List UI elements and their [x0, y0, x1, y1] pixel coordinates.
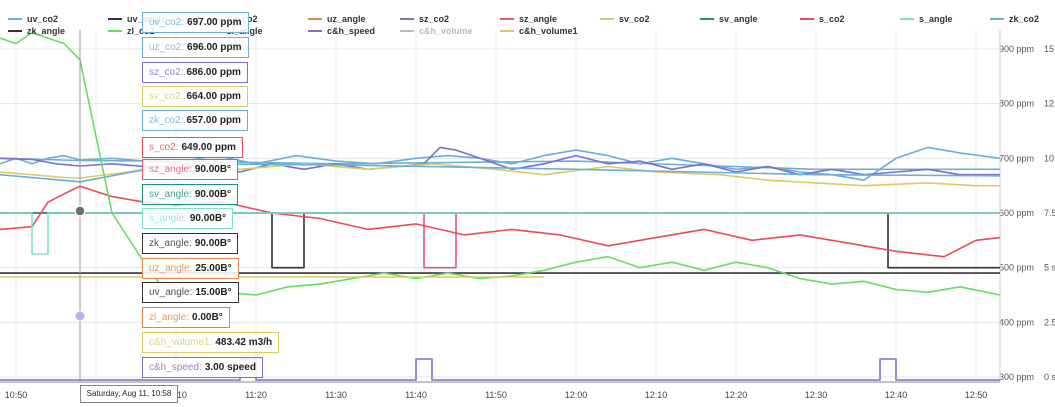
tooltip-series-name: s_co2:: [149, 142, 179, 153]
y-tick-label: 900 ppm: [999, 44, 1034, 54]
y-tick-label: 300 ppm: [999, 372, 1034, 382]
x-tick-label: 11:50: [485, 390, 507, 400]
tooltip-series-name: c&h_volume1:: [149, 337, 213, 348]
tooltip-row: zl_angle: 0.00B°: [142, 307, 230, 328]
tooltip-value: 697.00 ppm: [187, 17, 242, 28]
cursor-marker: [74, 205, 86, 217]
tooltip-value: 664.00 ppm: [186, 91, 241, 102]
y-right-tick-label: 0 s: [1044, 372, 1055, 382]
tooltip-value: 15.00B°: [195, 287, 232, 298]
legend-label: sv_angle: [719, 14, 758, 24]
cursor-time-label: Saturday, Aug 11, 10:58: [80, 385, 178, 403]
tooltip-series-name: uz_angle:: [149, 263, 193, 274]
y-tick-label: 500 ppm: [999, 263, 1034, 273]
legend-label: s_angle: [919, 14, 953, 24]
x-tick-label: 12:30: [805, 390, 828, 400]
tooltip-series-name: sv_co2:: [149, 91, 184, 102]
tooltip-series-name: s_angle:: [149, 213, 187, 224]
y-right-tick-label: 7.5: [1044, 208, 1055, 218]
tooltip-row: uz_angle: 25.00B°: [142, 258, 239, 279]
x-tick-label: 12:10: [645, 390, 668, 400]
tooltip-row: s_co2: 649.00 ppm: [142, 137, 243, 158]
legend-label: sz_angle: [519, 14, 557, 24]
y-right-tick-label: 12.: [1044, 99, 1055, 109]
tooltip-value: 25.00B°: [195, 263, 232, 274]
tooltip-value: 90.00B°: [194, 238, 232, 249]
tooltip-value: 90.00B°: [194, 189, 232, 200]
x-tick-label: 12:20: [725, 390, 748, 400]
tooltip-value: 483.42 m3/h: [215, 337, 273, 348]
tooltip-series-name: sv_angle:: [149, 189, 192, 200]
y-right-tick-label: 15: [1044, 44, 1054, 54]
tooltip-series-name: zk_co2:: [149, 115, 184, 126]
x-tick-label: 10:50: [5, 390, 28, 400]
x-tick-label: 11:40: [405, 390, 427, 400]
legend-label: s_co2: [819, 14, 845, 24]
tooltip-series-name: sz_angle:: [149, 164, 192, 175]
tooltip-value: 696.00 ppm: [187, 42, 242, 53]
tooltip-row: c&h_volume1: 483.42 m3/h: [142, 332, 280, 353]
tooltip-row: zk_angle: 90.00B°: [142, 233, 239, 254]
tooltip-series-name: sz_co2:: [149, 67, 184, 78]
y-right-tick-label: 5 s: [1044, 263, 1055, 273]
x-tick-label: 11:20: [245, 390, 267, 400]
x-tick-label: 12:40: [885, 390, 908, 400]
legend-label: c&h_volume: [419, 26, 473, 36]
tooltip-row: sv_co2: 664.00 ppm: [142, 86, 248, 107]
tooltip-row: zk_co2: 657.00 ppm: [142, 110, 248, 131]
tooltip-value: 3.00 speed: [204, 362, 256, 373]
tooltip-value: 649.00 ppm: [181, 142, 236, 153]
cursor-marker: [74, 310, 86, 322]
legend-label: zk_angle: [27, 26, 65, 36]
legend-label: sv_co2: [619, 14, 650, 24]
legend-label: uz_angle: [327, 14, 366, 24]
tooltip-row: uv_co2: 697.00 ppm: [142, 12, 249, 33]
series-line-sv-co2: [0, 163, 1000, 187]
tooltip-row: c&h_speed: 3.00 speed: [142, 357, 263, 378]
series-line-s-co2: [0, 185, 1001, 258]
tooltip-value: 0.00B°: [192, 312, 223, 323]
series-line-zl-co2: [0, 31, 1001, 296]
tooltip-row: sz_angle: 90.00B°: [142, 159, 239, 180]
x-tick-label: 11:30: [325, 390, 347, 400]
tooltip-series-name: zl_angle:: [149, 312, 190, 323]
y-right-tick-label: 2.5: [1044, 317, 1055, 327]
y-tick-label: 400 ppm: [999, 317, 1034, 327]
y-tick-label: 600 ppm: [999, 208, 1034, 218]
tooltip-row: sz_co2: 686.00 ppm: [142, 62, 248, 83]
x-tick-label: 12:50: [965, 390, 988, 400]
tooltip-value: 90.00B°: [189, 213, 227, 224]
y-right-tick-label: 10: [1044, 153, 1054, 163]
tooltip-row: uv_angle: 15.00B°: [142, 282, 239, 303]
tooltip-series-name: uz_co2:: [149, 42, 185, 53]
x-tick-label: 12:00: [565, 390, 588, 400]
tooltip-row: sv_angle: 90.00B°: [142, 184, 239, 205]
tooltip-series-name: uv_angle:: [149, 287, 193, 298]
legend-label: sz_co2: [419, 14, 449, 24]
tooltip-series-name: c&h_speed:: [149, 362, 202, 373]
tooltip-value: 686.00 ppm: [186, 67, 241, 78]
tooltip-series-name: zk_angle:: [149, 238, 192, 249]
legend-label: uv_co2: [27, 14, 58, 24]
tooltip-row: uz_co2: 696.00 ppm: [142, 37, 249, 58]
tooltip-value: 657.00 ppm: [186, 115, 241, 126]
tooltip-value: 90.00B°: [194, 164, 232, 175]
legend-label: c&h_volume1: [519, 26, 578, 36]
tooltip-row: s_angle: 90.00B°: [142, 208, 234, 229]
y-tick-label: 800 ppm: [999, 99, 1034, 109]
legend-label: c&h_speed: [327, 26, 375, 36]
tooltip-series-name: uv_co2:: [149, 17, 185, 28]
legend-label: zk_co2: [1009, 14, 1039, 24]
legend-label: zl_co2: [127, 26, 155, 36]
y-tick-label: 700 ppm: [999, 153, 1034, 163]
